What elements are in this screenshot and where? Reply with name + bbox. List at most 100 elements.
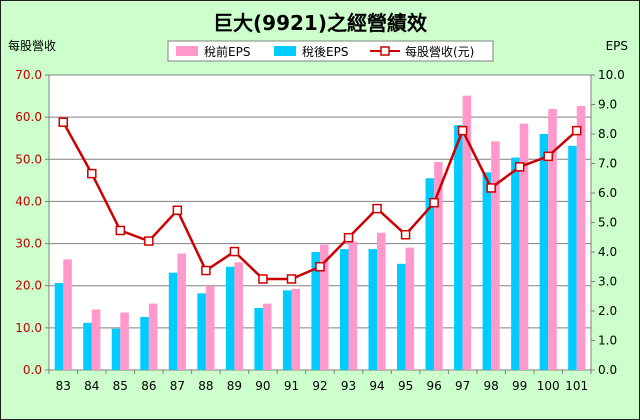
revenue-point (286, 274, 297, 284)
revenue-point (315, 262, 325, 272)
bar-aftertax-eps (482, 172, 492, 370)
revenue-point (514, 162, 525, 172)
bar-aftertax-eps (225, 266, 235, 370)
left-tick-label: 50.0 (15, 152, 42, 166)
bar-pretax-eps (177, 253, 186, 370)
bar-aftertax-eps (254, 308, 263, 370)
x-tick-label: 92 (312, 379, 327, 393)
bar-aftertax-eps (511, 157, 520, 370)
bar-aftertax-eps (425, 178, 435, 370)
right-tick-label: 5.0 (598, 216, 617, 230)
x-tick-label: 89 (227, 379, 242, 393)
left-axis-title: 每股營收 (8, 38, 56, 53)
x-tick-label: 97 (455, 379, 470, 393)
legend-swatch-pretax (176, 46, 198, 56)
left-tick-label: 40.0 (15, 194, 42, 208)
revenue-point (372, 203, 382, 214)
bar-pretax-eps (405, 247, 415, 370)
right-axis-title: EPS (606, 39, 628, 53)
revenue-point (172, 205, 183, 216)
legend: 稅前EPS 稅後EPS 每股營收(元) (167, 40, 494, 62)
right-tick-label: 9.0 (598, 98, 617, 112)
bar-pretax-eps (434, 162, 443, 370)
bar-aftertax-eps (54, 282, 64, 370)
revenue-point (87, 168, 97, 179)
bar-pretax-eps (205, 285, 215, 370)
right-tick-label: 4.0 (598, 245, 617, 259)
x-tick-label: 90 (255, 379, 270, 393)
bar-aftertax-eps (454, 125, 463, 371)
right-tick-label: 0.0 (598, 363, 617, 377)
bar-aftertax-eps (568, 145, 577, 370)
bar-aftertax-eps (140, 316, 149, 370)
x-tick-label: 84 (84, 379, 99, 393)
revenue-point (258, 274, 268, 284)
revenue-point (429, 197, 439, 208)
bar-aftertax-eps (197, 293, 206, 370)
revenue-point (229, 246, 240, 257)
revenue-point (144, 236, 154, 246)
x-tick-label: 95 (398, 379, 413, 393)
right-tick-label: 6.0 (598, 186, 617, 200)
right-tick-label: 8.0 (598, 127, 617, 141)
bar-aftertax-eps (539, 134, 549, 370)
left-tick-label: 0.0 (23, 363, 42, 377)
x-tick-label: 86 (141, 379, 156, 393)
bar-aftertax-eps (111, 328, 121, 370)
x-tick-label: 99 (512, 379, 527, 393)
bar-pretax-eps (519, 123, 529, 370)
bar-pretax-eps (120, 312, 129, 370)
bar-pretax-eps (234, 262, 243, 370)
legend-marker-revenue (380, 46, 390, 56)
revenue-point (571, 125, 582, 136)
right-tick-label: 7.0 (598, 157, 617, 171)
revenue-point (343, 232, 354, 243)
legend-label-pretax: 稅前EPS (204, 44, 250, 59)
x-tick-label: 101 (565, 379, 588, 393)
x-tick-label: 91 (284, 379, 299, 393)
right-tick-label: 3.0 (598, 275, 617, 289)
x-tick-label: 93 (341, 379, 356, 393)
x-tick-label: 100 (537, 379, 560, 393)
x-tick-label: 83 (56, 379, 71, 393)
x-tick-label: 98 (484, 379, 499, 393)
legend-label-revenue: 每股營收(元) (405, 44, 474, 59)
line-series (58, 117, 582, 284)
bar-series (54, 95, 586, 371)
bar-aftertax-eps (282, 290, 292, 370)
bar-aftertax-eps (339, 249, 349, 370)
x-tick-label: 96 (426, 379, 441, 393)
right-tick-label: 2.0 (598, 304, 617, 318)
bar-aftertax-eps (397, 263, 406, 370)
bar-aftertax-eps (311, 252, 320, 370)
bar-pretax-eps (348, 241, 358, 370)
bar-aftertax-eps (368, 249, 378, 370)
bar-pretax-eps (262, 303, 272, 370)
revenue-point (543, 151, 553, 162)
bar-pretax-eps (548, 108, 557, 371)
bar-pretax-eps (462, 95, 472, 371)
chart-title: 巨大(9921)之經營績效 (213, 11, 427, 35)
revenue-point (58, 117, 69, 127)
left-tick-label: 30.0 (15, 237, 42, 251)
left-tick-label: 70.0 (15, 68, 42, 82)
bar-pretax-eps (63, 259, 72, 370)
revenue-point (201, 265, 211, 276)
bar-pretax-eps (320, 244, 329, 370)
x-tick-label: 88 (198, 379, 213, 393)
bar-pretax-eps (291, 288, 301, 370)
bar-aftertax-eps (83, 322, 92, 370)
revenue-point (115, 225, 126, 236)
x-tick-label: 94 (369, 379, 384, 393)
bar-pretax-eps (91, 309, 101, 370)
axes: 0.0 10.0 20.0 30.0 40.0 50.0 60.0 70.0 0.0 1.0 2.0… (15, 68, 624, 393)
left-tick-label: 60.0 (15, 110, 42, 124)
x-tick-label: 87 (170, 379, 185, 393)
right-tick-label: 1.0 (598, 334, 617, 348)
legend-label-aftertax: 稅後EPS (302, 45, 348, 59)
bar-pretax-eps (491, 141, 500, 370)
left-tick-label: 20.0 (15, 279, 42, 293)
revenue-point (486, 183, 496, 193)
bar-pretax-eps (148, 303, 158, 370)
